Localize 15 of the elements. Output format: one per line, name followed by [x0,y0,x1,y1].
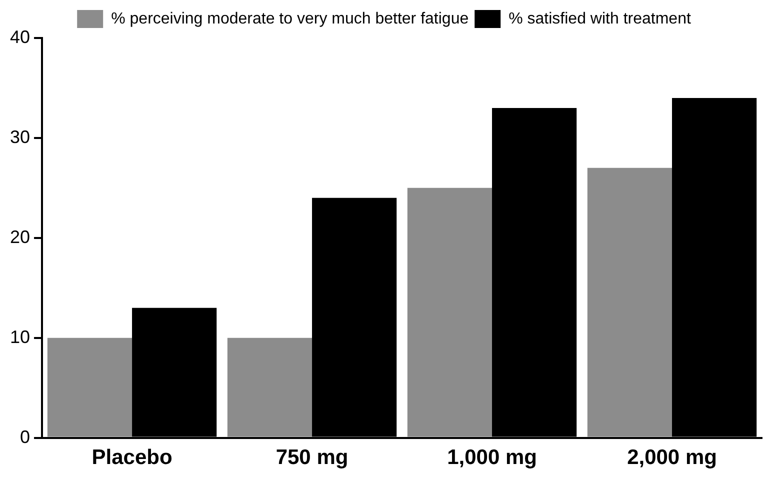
y-tick-label: 20 [10,226,30,247]
bar [407,188,492,437]
y-tick-label: 10 [10,326,30,347]
y-tick-label: 0 [20,426,30,447]
bar [47,338,132,437]
legend-label: % satisfied with treatment [508,10,692,28]
bar [587,168,672,437]
x-tick-label: 2,000 mg [627,446,717,470]
x-tick-label: 1,000 mg [447,446,537,470]
y-tick-label: 40 [10,26,30,47]
bar [227,338,312,437]
x-tick-label: Placebo [92,446,172,470]
x-tick-label: 750 mg [276,446,348,470]
legend-label: % perceiving moderate to very much better fatigue [111,10,469,28]
y-tick-label: 30 [10,126,30,147]
